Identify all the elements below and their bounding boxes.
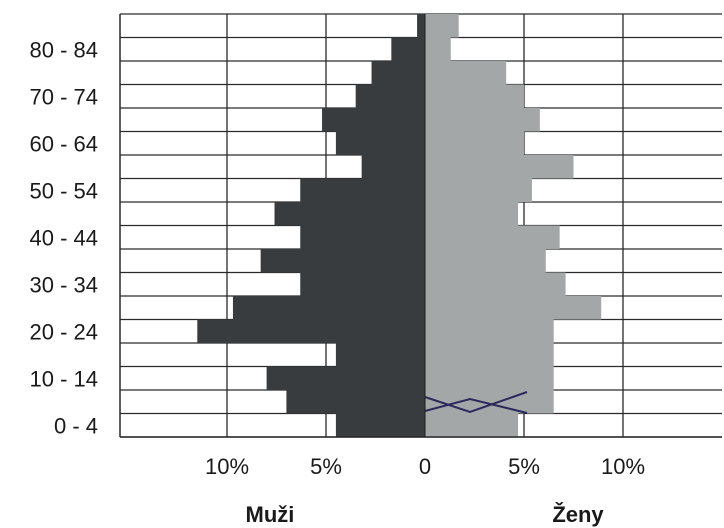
bar-female <box>425 155 574 179</box>
bar-male <box>335 343 425 367</box>
y-tick-label: 60 - 64 <box>30 131 99 156</box>
frame <box>119 14 722 438</box>
bar-male <box>260 249 425 273</box>
y-tick-label: 0 - 4 <box>54 413 98 438</box>
bar-female <box>425 37 451 61</box>
x-tick-label: 5% <box>310 454 342 479</box>
x-tick-label: 10% <box>601 454 645 479</box>
bar-male <box>300 225 425 249</box>
overlay-mark <box>424 391 528 414</box>
bar-male <box>300 272 425 296</box>
bar-male <box>322 108 425 132</box>
bar-female <box>425 366 554 390</box>
bar-female <box>425 131 524 155</box>
y-tick-label: 30 - 34 <box>30 272 99 297</box>
bar-male <box>417 14 425 38</box>
bar-female <box>425 343 554 367</box>
bar-male <box>286 390 425 414</box>
bar-female <box>425 202 519 226</box>
bar-female <box>425 319 554 343</box>
bar-female <box>425 249 546 273</box>
bar-male <box>300 178 425 202</box>
y-tick-label: 80 - 84 <box>30 37 99 62</box>
bar-male <box>391 37 425 61</box>
bar-female <box>425 225 560 249</box>
bar-female <box>425 272 566 296</box>
bar-female <box>425 14 459 38</box>
bar-male <box>361 155 425 179</box>
bar-male <box>335 413 425 437</box>
y-axis-tick-labels: 0 - 4 10 - 14 20 - 24 30 - 34 40 - 44 50 - 54… <box>30 37 99 438</box>
left-side-label: Muži <box>246 502 295 527</box>
y-tick-label: 40 - 44 <box>30 225 99 250</box>
y-tick-label: 10 - 14 <box>30 366 99 391</box>
bar-female <box>425 178 532 202</box>
bar-female <box>425 84 524 108</box>
x-axis-tick-labels: 10% 5% 0 5% 10% <box>205 454 645 479</box>
bar-female <box>425 413 519 437</box>
bar-male <box>335 131 425 155</box>
bar-male <box>371 61 425 85</box>
x-tick-label: 0 <box>419 454 431 479</box>
y-tick-label: 20 - 24 <box>30 319 99 344</box>
bar-female <box>425 108 540 132</box>
bar-male <box>232 296 425 320</box>
right-side-label: Ženy <box>552 502 604 527</box>
x-tick-label: 10% <box>205 454 249 479</box>
bars <box>197 14 602 437</box>
bar-female <box>425 61 507 85</box>
bar-male <box>355 84 425 108</box>
bar-male <box>266 366 425 390</box>
bar-male <box>274 202 425 226</box>
x-tick-label: 5% <box>508 454 540 479</box>
y-tick-label: 70 - 74 <box>30 84 99 109</box>
bar-female <box>425 390 554 414</box>
y-tick-label: 50 - 54 <box>30 178 99 203</box>
bar-female <box>425 296 602 320</box>
bar-male <box>197 319 425 343</box>
